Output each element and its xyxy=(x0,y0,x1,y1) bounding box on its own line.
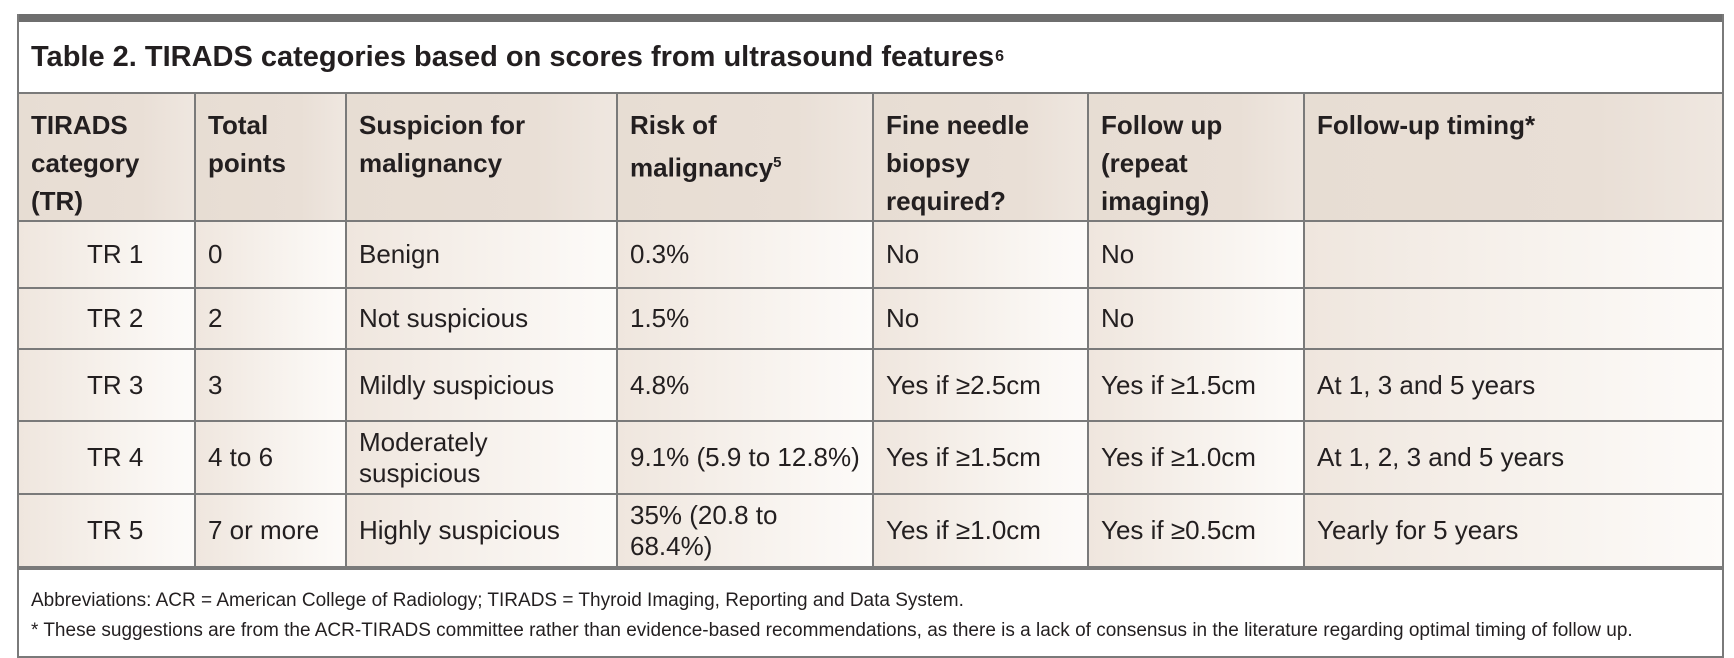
table-row: TR 5 7 or more Highly suspicious 35% (20… xyxy=(19,493,1722,568)
header-fna: Fine needle biopsy required? xyxy=(872,94,1089,222)
cell-follow-up: No xyxy=(1087,287,1305,350)
table-row: TR 1 0 Benign 0.3% No No xyxy=(19,220,1722,289)
header-risk: Risk of malignancy5 xyxy=(616,94,874,222)
cell-category: TR 2 xyxy=(19,287,196,350)
cell-follow-up: Yes if ≥1.0cm xyxy=(1087,420,1305,495)
cell-suspicion: Moderately suspicious xyxy=(345,420,618,495)
table-row: TR 3 3 Mildly suspicious 4.8% Yes if ≥2.… xyxy=(19,348,1722,422)
cell-risk: 0.3% xyxy=(616,220,874,289)
cell-suspicion: Highly suspicious xyxy=(345,493,618,568)
cell-risk: 1.5% xyxy=(616,287,874,350)
cell-suspicion: Benign xyxy=(345,220,618,289)
cell-timing xyxy=(1303,220,1722,289)
cell-category: TR 4 xyxy=(19,420,196,495)
header-suspicion: Suspicion for malignancy xyxy=(345,94,618,222)
cell-suspicion: Mildly suspicious xyxy=(345,348,618,422)
cell-fna: No xyxy=(872,287,1089,350)
cell-points: 4 to 6 xyxy=(194,420,347,495)
table-title: Table 2. TIRADS categories based on scor… xyxy=(19,22,1722,94)
footnote-abbreviations: Abbreviations: ACR = American College of… xyxy=(31,590,964,611)
table-title-text: Table 2. TIRADS categories based on scor… xyxy=(31,40,995,73)
cell-follow-up: Yes if ≥0.5cm xyxy=(1087,493,1305,568)
cell-category: TR 3 xyxy=(19,348,196,422)
cell-category: TR 5 xyxy=(19,493,196,568)
cell-fna: Yes if ≥2.5cm xyxy=(872,348,1089,422)
cell-timing xyxy=(1303,287,1722,350)
cell-risk: 4.8% xyxy=(616,348,874,422)
table-top-bar xyxy=(19,14,1722,22)
cell-risk: 35% (20.8 to 68.4%) xyxy=(616,493,874,568)
cell-timing: At 1, 3 and 5 years xyxy=(1303,348,1722,422)
header-follow-up: Follow up (repeat imaging) xyxy=(1087,94,1305,222)
header-total-points: Total points xyxy=(194,94,347,222)
header-tirads-category: TIRADS category (TR) xyxy=(19,94,196,222)
cell-points: 0 xyxy=(194,220,347,289)
cell-fna: No xyxy=(872,220,1089,289)
cell-timing: Yearly for 5 years xyxy=(1303,493,1722,568)
cell-fna: Yes if ≥1.0cm xyxy=(872,493,1089,568)
header-follow-up-timing: Follow-up timing* xyxy=(1303,94,1722,222)
cell-suspicion: Not suspicious xyxy=(345,287,618,350)
table-title-ref: 6 xyxy=(995,48,1005,65)
cell-follow-up: No xyxy=(1087,220,1305,289)
cell-timing: At 1, 2, 3 and 5 years xyxy=(1303,420,1722,495)
cell-follow-up: Yes if ≥1.5cm xyxy=(1087,348,1305,422)
tirads-table: Table 2. TIRADS categories based on scor… xyxy=(17,14,1724,658)
cell-points: 7 or more xyxy=(194,493,347,568)
table-footnotes: Abbreviations: ACR = American College of… xyxy=(19,568,1722,656)
table-row: TR 2 2 Not suspicious 1.5% No No xyxy=(19,287,1722,350)
header-row: TIRADS category (TR) Total points Suspic… xyxy=(19,94,1722,222)
cell-category: TR 1 xyxy=(19,220,196,289)
cell-points: 3 xyxy=(194,348,347,422)
table-row: TR 4 4 to 6 Moderately suspicious 9.1% (… xyxy=(19,420,1722,495)
cell-risk: 9.1% (5.9 to 12.8%) xyxy=(616,420,874,495)
cell-fna: Yes if ≥1.5cm xyxy=(872,420,1089,495)
tirads-grid: TIRADS category (TR) Total points Suspic… xyxy=(19,94,1722,568)
footnote-timing: * These suggestions are from the ACR-TIR… xyxy=(31,620,1633,641)
cell-points: 2 xyxy=(194,287,347,350)
